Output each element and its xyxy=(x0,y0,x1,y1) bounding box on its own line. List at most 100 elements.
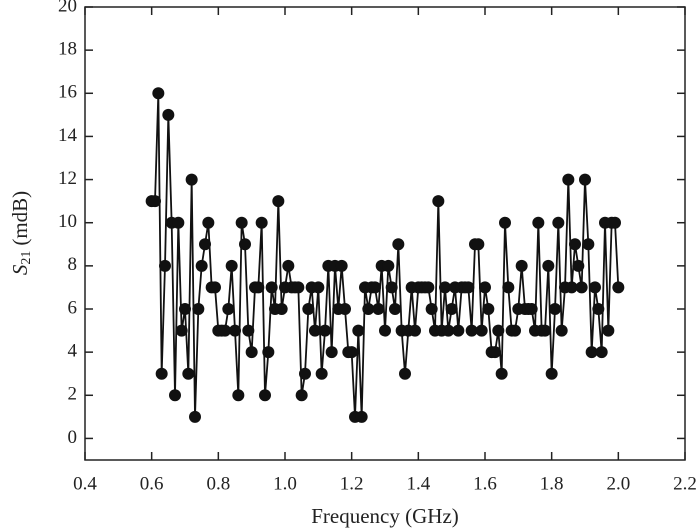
x-tick-label: 0.8 xyxy=(206,473,230,494)
data-point xyxy=(179,303,191,315)
data-point xyxy=(155,367,168,380)
data-point xyxy=(275,303,288,315)
x-tick-label: 1.4 xyxy=(406,473,430,494)
x-axis-label: Frequency (GHz) xyxy=(311,504,459,528)
data-point xyxy=(472,238,485,251)
x-tick-label: 1.0 xyxy=(273,473,297,494)
data-point xyxy=(555,324,568,337)
data-point xyxy=(309,324,321,337)
data-line xyxy=(151,93,620,417)
x-tick-label: 2.2 xyxy=(673,473,697,494)
data-point xyxy=(219,324,231,337)
x-tick-label: 1.6 xyxy=(473,473,497,494)
data-point xyxy=(245,346,258,359)
data-point xyxy=(422,281,435,294)
data-point xyxy=(582,238,595,251)
data-point xyxy=(272,195,285,208)
y-tick-label: 20 xyxy=(58,0,77,16)
plot-frame xyxy=(84,6,686,461)
data-point xyxy=(489,346,501,359)
data-point xyxy=(515,259,528,272)
data-point xyxy=(479,281,491,294)
data-point xyxy=(302,303,315,315)
data-point xyxy=(172,216,185,229)
data-point xyxy=(312,281,325,294)
data-point xyxy=(175,324,188,337)
data-point xyxy=(282,259,295,272)
data-point xyxy=(552,216,565,229)
y-tick-label: 18 xyxy=(58,39,77,60)
data-point xyxy=(352,324,365,337)
data-point xyxy=(382,259,395,272)
y-label-unit: (mdB) xyxy=(8,191,32,246)
data-point xyxy=(379,324,391,337)
data-point xyxy=(442,324,455,337)
y-label-sub: 21 xyxy=(19,251,34,265)
data-point xyxy=(399,367,411,380)
data-point xyxy=(182,367,195,380)
data-point xyxy=(149,195,161,208)
data-point xyxy=(239,238,251,251)
data-point xyxy=(569,238,581,251)
data-point xyxy=(222,303,235,315)
x-tick-label: 2.0 xyxy=(606,473,630,494)
data-point xyxy=(499,216,511,229)
y-tick-label: 10 xyxy=(58,211,77,232)
data-point xyxy=(509,324,521,337)
data-point xyxy=(495,367,508,380)
data-point xyxy=(532,216,545,229)
data-point xyxy=(389,303,401,315)
x-tick-label: 0.4 xyxy=(73,473,97,494)
data-point xyxy=(465,324,478,337)
data-point xyxy=(602,324,615,337)
data-point xyxy=(319,324,331,337)
data-point xyxy=(235,216,248,229)
y-tick-label: 2 xyxy=(68,384,78,405)
x-tick-label: 1.2 xyxy=(340,473,364,494)
data-point xyxy=(595,346,608,359)
data-point xyxy=(502,281,515,294)
data-point xyxy=(202,216,215,229)
data-point xyxy=(355,410,368,423)
data-point xyxy=(185,173,198,186)
data-point xyxy=(385,281,398,294)
data-point xyxy=(409,324,421,337)
data-point xyxy=(225,259,238,272)
data-point xyxy=(242,324,255,337)
data-point xyxy=(339,303,351,315)
data-point xyxy=(589,281,601,294)
data-point xyxy=(452,324,465,337)
data-point xyxy=(169,389,181,402)
data-point xyxy=(575,281,588,294)
data-point xyxy=(209,281,221,294)
data-point xyxy=(372,303,385,315)
data-point xyxy=(525,303,538,315)
data-point xyxy=(432,195,445,208)
data-point xyxy=(572,259,585,272)
data-point xyxy=(232,389,245,402)
data-point xyxy=(425,303,438,315)
data-point xyxy=(492,324,505,337)
data-point xyxy=(252,281,265,294)
y-tick-label: 14 xyxy=(58,125,78,146)
data-point xyxy=(325,346,338,359)
data-point xyxy=(265,281,278,294)
data-point xyxy=(482,303,495,315)
data-point xyxy=(612,281,625,294)
data-point xyxy=(609,216,621,229)
x-tick-label: 1.8 xyxy=(540,473,564,494)
data-point xyxy=(162,108,175,121)
data-point xyxy=(229,324,241,337)
data-point xyxy=(562,173,575,186)
y-label-main: S xyxy=(8,264,32,275)
data-point xyxy=(392,238,405,251)
data-point xyxy=(259,389,271,402)
data-point xyxy=(362,303,375,315)
data-point xyxy=(565,281,578,294)
data-point xyxy=(579,173,591,186)
data-point xyxy=(475,324,488,337)
x-tick-label: 0.6 xyxy=(140,473,164,494)
y-tick-label: 0 xyxy=(68,427,78,448)
data-point xyxy=(192,303,205,315)
